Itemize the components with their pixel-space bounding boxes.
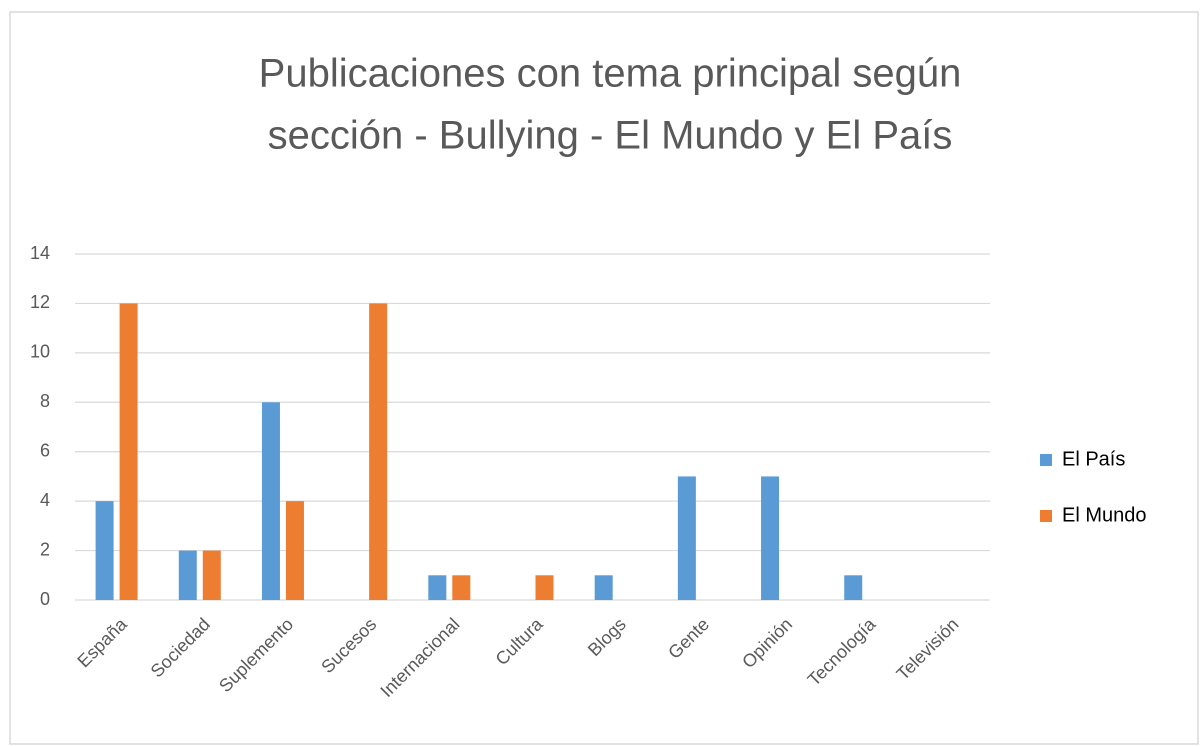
y-tick-label: 2 — [40, 539, 50, 559]
chart-border — [9, 11, 1199, 745]
bar — [369, 303, 388, 600]
y-tick-label: 14 — [30, 243, 50, 263]
y-tick-label: 10 — [30, 342, 50, 362]
bar — [761, 476, 780, 600]
bar — [452, 575, 471, 600]
bar — [594, 575, 613, 600]
bar — [119, 303, 138, 600]
bar — [178, 550, 197, 600]
legend-swatch — [1040, 454, 1052, 466]
bar — [844, 575, 863, 600]
y-tick-label: 0 — [40, 589, 50, 609]
y-tick-label: 4 — [40, 490, 50, 510]
y-tick-label: 8 — [40, 391, 50, 411]
bar — [261, 402, 280, 600]
chart-title: sección - Bullying - El Mundo y El País — [268, 114, 953, 158]
legend-label: El País — [1062, 448, 1125, 470]
bar — [677, 476, 696, 600]
legend-swatch — [1040, 510, 1052, 522]
bar — [285, 501, 304, 600]
bar — [428, 575, 447, 600]
bar — [202, 550, 221, 600]
y-tick-label: 6 — [40, 440, 50, 460]
y-tick-label: 12 — [30, 292, 50, 312]
bar — [95, 501, 114, 600]
legend-label: El Mundo — [1062, 504, 1147, 526]
chart-title: Publicaciones con tema principal según — [259, 52, 962, 96]
bar — [535, 575, 554, 600]
